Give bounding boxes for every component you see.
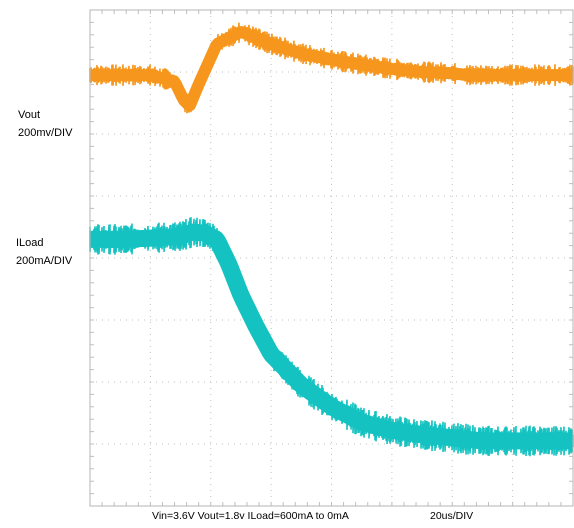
iload-trace [89, 217, 574, 457]
iload-name: ILoad [16, 237, 44, 249]
vout-name: Vout [18, 109, 41, 121]
vout-trace-core [86, 26, 574, 112]
test-conditions: Vin=3.6V Vout=1.8v ILoad=600mA to 0mA [152, 510, 349, 522]
vout-channel-label: Vout 200mv/DIV [18, 106, 72, 142]
traces [83, 22, 574, 457]
plot-frame [89, 9, 574, 507]
vout-trace [89, 22, 574, 114]
vout-scale: 200mv/DIV [18, 127, 73, 139]
iload-trace-core [83, 223, 574, 450]
timebase-label: 20us/DIV [430, 510, 474, 522]
iload-scale: 200mA/DIV [16, 255, 73, 267]
iload-channel-label: ILoad 200mA/DIV [16, 234, 72, 270]
